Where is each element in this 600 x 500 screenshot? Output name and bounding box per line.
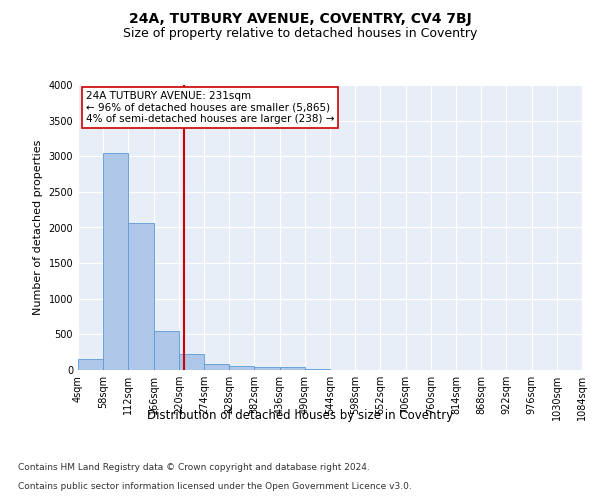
Bar [280,367,305,370]
Text: Contains HM Land Registry data © Crown copyright and database right 2024.: Contains HM Land Registry data © Crown c… [18,464,370,472]
Y-axis label: Number of detached properties: Number of detached properties [33,140,43,315]
Bar [229,366,254,370]
Bar [254,367,280,370]
Text: 24A TUTBURY AVENUE: 231sqm
← 96% of detached houses are smaller (5,865)
4% of se: 24A TUTBURY AVENUE: 231sqm ← 96% of deta… [86,90,334,124]
Bar [154,331,179,370]
Bar [103,152,128,370]
Text: Size of property relative to detached houses in Coventry: Size of property relative to detached ho… [123,28,477,40]
Bar [78,360,103,370]
Text: Distribution of detached houses by size in Coventry: Distribution of detached houses by size … [147,410,453,422]
Text: Contains public sector information licensed under the Open Government Licence v3: Contains public sector information licen… [18,482,412,491]
Bar [204,364,229,370]
Bar [179,354,204,370]
Text: 24A, TUTBURY AVENUE, COVENTRY, CV4 7BJ: 24A, TUTBURY AVENUE, COVENTRY, CV4 7BJ [128,12,472,26]
Bar [128,223,154,370]
